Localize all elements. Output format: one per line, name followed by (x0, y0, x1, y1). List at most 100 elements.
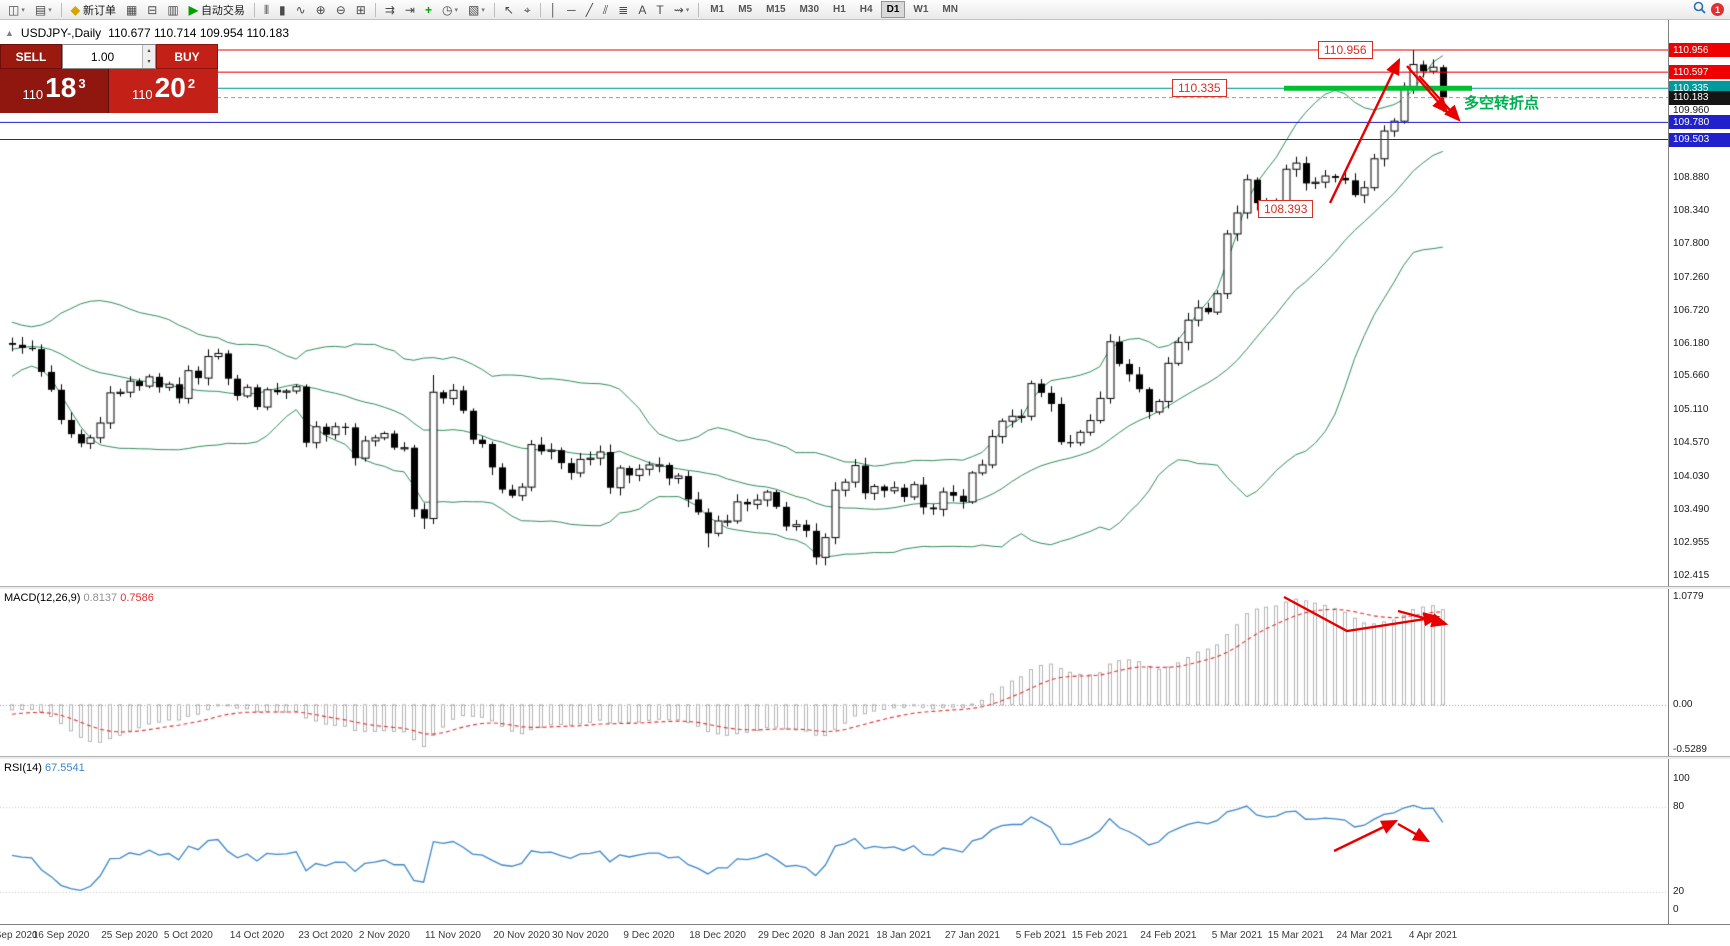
one-click-collapse-icon[interactable]: ▲ (5, 28, 14, 38)
date-label: 23 Oct 2020 (298, 930, 353, 941)
search-icon[interactable] (1693, 1, 1706, 19)
timeframe-m5-button[interactable]: M5 (738, 4, 753, 15)
buy-price-whole: 110 (131, 87, 153, 102)
sell-button[interactable]: SELL (0, 44, 62, 69)
horizontal-line-icon: ─ (567, 2, 576, 17)
zoom-out-button[interactable]: ⊖ (332, 1, 350, 19)
timeframe-mn-button[interactable]: MN (942, 4, 958, 15)
zoom-in-icon: ⊕ (315, 2, 326, 17)
timeframe-m30-button[interactable]: M30 (799, 4, 819, 15)
price-scale[interactable]: 109.960109.420108.880108.340107.800107.2… (1668, 20, 1730, 924)
chevron-down-icon: ▾ (48, 6, 52, 14)
date-label: 8 Jan 2021 (820, 930, 870, 941)
buy-price-button[interactable]: 110 20 2 (109, 69, 218, 113)
timeframe-h1-button[interactable]: H1 (833, 4, 846, 15)
symbol-period-label: USDJPY-,Daily (20, 26, 102, 40)
fibonacci-button[interactable]: ≣ (614, 1, 632, 19)
date-label: 5 Mar 2021 (1211, 930, 1263, 941)
templates-icon: ▧ (467, 2, 480, 17)
navigator-icon: ⊟ (147, 2, 158, 17)
auto-scroll-button[interactable]: ⇉ (381, 1, 399, 19)
date-label: 11 Nov 2020 (425, 930, 481, 941)
timeframe-d1-button[interactable]: D1 (880, 1, 906, 18)
terminal-button[interactable]: ▥ (163, 1, 182, 19)
tile-windows-icon: ⊞ (355, 2, 366, 17)
horizontal-line-button[interactable]: ─ (563, 1, 580, 19)
timeframe-w1-button[interactable]: W1 (913, 4, 929, 15)
toolbar-separator (698, 2, 700, 17)
chevron-down-icon: ▾ (685, 6, 690, 14)
new-chart-button[interactable]: ◫ ▾ (4, 1, 29, 19)
chart-line-icon: ∿ (295, 2, 306, 17)
notification-badge[interactable]: 1 (1711, 3, 1724, 16)
price-chart-canvas[interactable] (0, 20, 1668, 586)
zoom-in-button[interactable]: ⊕ (312, 1, 330, 19)
lot-decrease-button[interactable]: ▾ (143, 56, 155, 68)
market-watch-button[interactable]: ▦ (122, 1, 141, 19)
date-label: 25 Sep 2020 (101, 930, 158, 941)
date-label: 2 Nov 2020 (358, 930, 410, 941)
sell-price-whole: 110 (22, 87, 44, 102)
toolbar-right: 1 (1693, 1, 1727, 19)
macd-name: MACD(12,26,9) (4, 592, 81, 604)
templates-button[interactable]: ▧ ▾ (464, 1, 489, 19)
arrows-button[interactable]: ⇝ ▾ (670, 1, 694, 19)
rsi-scale-label: 80 (1673, 801, 1685, 813)
timeframe-m1-button[interactable]: M1 (710, 4, 725, 15)
indicators-button[interactable]: + (421, 1, 436, 19)
date-label: 16 Sep 2020 (32, 930, 90, 941)
chart-candles-button[interactable]: ▮ (275, 1, 290, 19)
chart-shift-button[interactable]: ⇥ (401, 1, 419, 19)
profiles-button[interactable]: ▤ ▾ (31, 1, 56, 19)
timeframe-h4-button[interactable]: H4 (859, 4, 873, 15)
indicators-icon: + (424, 2, 432, 17)
date-label: 24 Feb 2021 (1140, 930, 1197, 941)
price-scale-label: 104.570 (1673, 437, 1710, 449)
tile-windows-button[interactable]: ⊞ (352, 1, 370, 19)
macd-panel[interactable]: MACD(12,26,9) 0.8137 0.7586 (0, 589, 1668, 756)
buy-button[interactable]: BUY (156, 44, 218, 69)
crosshair-button[interactable]: ⌖ (520, 1, 535, 19)
sell-price-button[interactable]: 110 18 3 (0, 69, 109, 113)
date-label: 4 Apr 2021 (1408, 930, 1458, 941)
panel-divider[interactable] (0, 756, 1730, 759)
autotrading-button[interactable]: ▶ 自动交易 (185, 1, 249, 19)
chart-bars-button[interactable]: ⫴ (260, 1, 273, 19)
price-scale-label: 102.955 (1673, 536, 1710, 548)
lot-size-input[interactable] (63, 45, 142, 68)
navigator-button[interactable]: ⊟ (143, 1, 161, 19)
text-label-button[interactable]: T (652, 1, 667, 19)
price-scale-label: 108.880 (1673, 171, 1710, 183)
price-tag: 109.503 (1669, 132, 1730, 147)
trendline-button[interactable]: ╱ (582, 1, 597, 19)
lot-increase-button[interactable]: ▴ (143, 45, 155, 57)
new-order-button[interactable]: ◆ 新订单 (67, 1, 120, 19)
terminal-icon: ▥ (167, 2, 179, 17)
macd-scale-label: -0.5289 (1673, 744, 1707, 755)
vertical-line-button[interactable]: │ (546, 1, 562, 19)
rsi-panel[interactable]: RSI(14) 67.5541 (0, 759, 1668, 924)
market-watch-icon: ▦ (125, 2, 138, 17)
date-label: 24 Mar 2021 (1336, 930, 1393, 941)
main-chart-panel[interactable]: ▲ USDJPY-,Daily 110.677 110.714 109.954 … (0, 20, 1668, 586)
rsi-scale-label: 0 (1673, 904, 1679, 915)
chart-line-button[interactable]: ∿ (292, 1, 310, 19)
periods-icon: ◷ (441, 2, 453, 17)
macd-canvas[interactable] (0, 589, 1668, 756)
equidistant-channel-button[interactable]: ⫽ (599, 1, 612, 19)
toolbar-groups: ◫ ▾ ▤ ▾ ◆ 新订单 ▦ ⊟ ▥ ▶ 自动交易 ⫴ ▮ ∿ ⊕ ⊖ ⊞ ⇉ ⇥ + ◷ ▾ ▧ ▾ ↖ ⌖ │ ─ ╱ ⫽ ≣ A T ⇝ ▾ (3, 0, 694, 19)
crosshair-icon: ⌖ (523, 2, 531, 17)
periods-button[interactable]: ◷ ▾ (438, 1, 462, 19)
buy-price-pips: 20 (154, 72, 186, 103)
auto-scroll-icon: ⇉ (384, 2, 395, 17)
price-scale-label: 102.415 (1673, 570, 1710, 582)
rsi-canvas[interactable] (0, 759, 1668, 924)
macd-scale-label: 1.0779 (1673, 591, 1704, 602)
rsi-scale-label: 100 (1673, 773, 1690, 784)
timeframe-m15-button[interactable]: M15 (766, 4, 786, 15)
text-button[interactable]: A (634, 1, 650, 19)
cursor-button[interactable]: ↖ (500, 1, 518, 19)
panel-divider[interactable] (0, 586, 1730, 589)
